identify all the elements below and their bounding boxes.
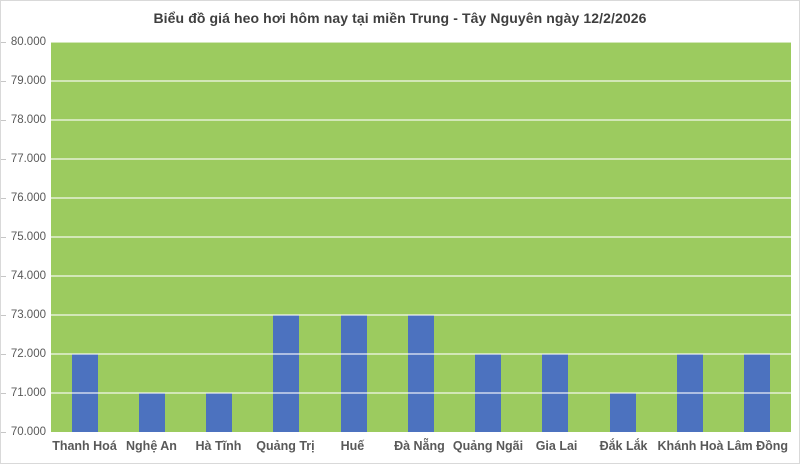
gridline: [51, 353, 791, 355]
gridline: [51, 275, 791, 277]
gridline: [51, 236, 791, 238]
bar: [407, 315, 434, 432]
x-axis-category-label: Gia Lai: [535, 439, 578, 453]
y-axis-tick-mark: [1, 198, 6, 199]
gridline: [51, 80, 791, 82]
y-axis-tick-mark: [1, 237, 6, 238]
bar: [138, 393, 165, 432]
y-axis-tick-label: 78.000: [10, 114, 46, 126]
y-axis-tick-label: 80.000: [10, 36, 46, 48]
y-axis-tick-label: 74.000: [10, 270, 46, 282]
y-axis-tick-mark: [1, 315, 6, 316]
x-axis-category-label: Khánh Hoà: [657, 439, 724, 453]
gridline: [51, 197, 791, 199]
bar: [340, 315, 367, 432]
bars-row: [51, 42, 791, 432]
gridline: [51, 158, 791, 160]
x-axis-category-label: Thanh Hoá: [52, 439, 117, 453]
x-axis-labels: Thanh Hoá Nghệ An Hà Tĩnh Quảng Trị Huế Đà Nẵ…: [51, 439, 791, 453]
y-axis-tick-mark: [1, 42, 6, 43]
x-axis-category-label: Nghệ An: [126, 439, 177, 453]
bar-slot: [253, 42, 320, 432]
y-axis-tick-label: 76.000: [10, 192, 46, 204]
bar-slot: [320, 42, 387, 432]
y-axis-tick-mark: [1, 159, 6, 160]
y-axis-tick-label: 72.000: [10, 348, 46, 360]
plot-area: [51, 42, 791, 432]
bar: [609, 393, 636, 432]
bar-slot: [387, 42, 454, 432]
y-axis-tick-label: 77.000: [10, 153, 46, 165]
y-axis-tick-label: 75.000: [10, 231, 46, 243]
y-axis-tick-mark: [1, 393, 6, 394]
y-axis-tick-mark: [1, 432, 6, 433]
gridline: [51, 314, 791, 316]
y-axis-tick-mark: [1, 81, 6, 82]
gridline: [51, 42, 791, 43]
x-axis-category-label: Quảng Trị: [256, 439, 315, 453]
y-axis-tick-mark: [1, 354, 6, 355]
x-axis-category-label: Đắk Lắk: [599, 439, 648, 453]
bar-slot: [118, 42, 185, 432]
bar: [273, 315, 300, 432]
y-axis-tick-label: 79.000: [10, 75, 46, 87]
bar: [206, 393, 233, 432]
chart-title: Biểu đồ giá heo hơi hôm nay tại miền Tru…: [153, 10, 647, 26]
x-axis-category-label: Quảng Ngãi: [452, 439, 524, 453]
y-axis-tick-label: 70.000: [10, 426, 46, 438]
bar-slot: [186, 42, 253, 432]
y-axis-tick-mark: [1, 276, 6, 277]
y-axis-tick-label: 73.000: [10, 309, 46, 321]
y-axis-tick-mark: [1, 120, 6, 121]
x-axis-category-label: Hà Tĩnh: [195, 439, 242, 453]
gridline: [51, 392, 791, 394]
gridline: [51, 119, 791, 121]
x-axis-category-label: Huế: [340, 439, 365, 453]
x-axis-category-label: Đà Nẵng: [394, 439, 445, 453]
y-axis-tick-label: 71.000: [10, 387, 46, 399]
bar-slot: [589, 42, 656, 432]
x-axis-category-label: Lâm Đồng: [726, 439, 789, 453]
